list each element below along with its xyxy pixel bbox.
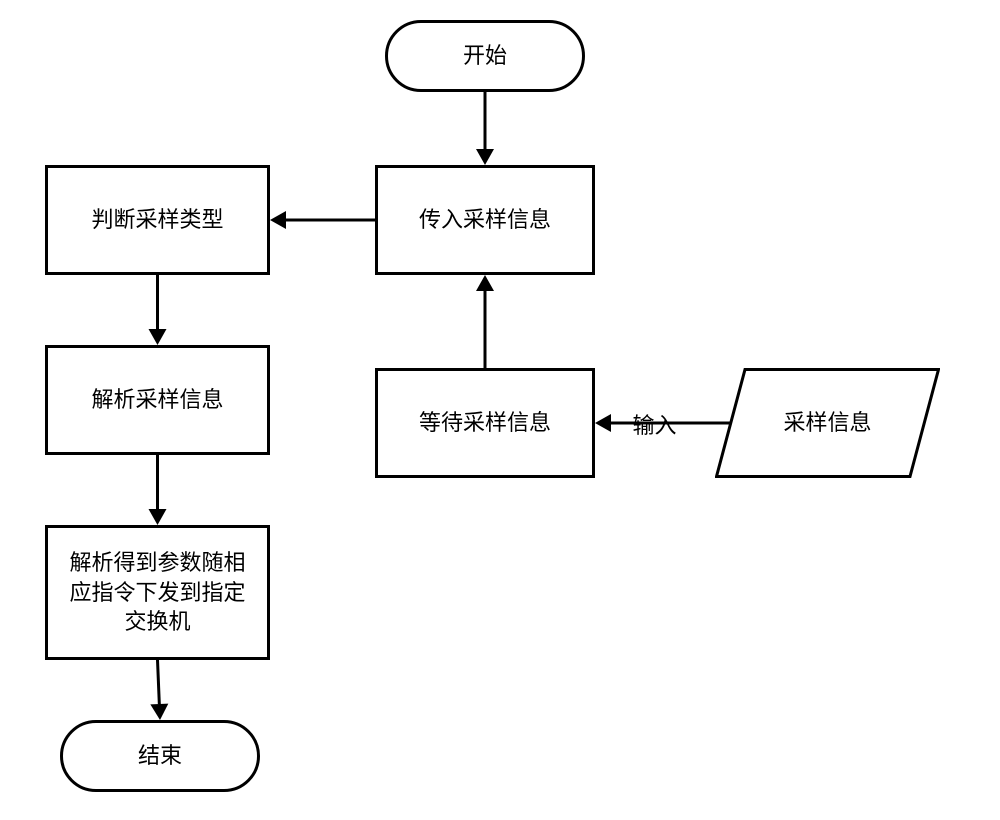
node-start-label: 开始 <box>455 37 515 75</box>
node-pass_in-label: 传入采样信息 <box>411 201 559 239</box>
edge-label-input_p-wait: 输入 <box>633 408 677 440</box>
node-send-label: 解析得到参数随相 应指令下发到指定 交换机 <box>61 544 253 641</box>
node-end: 结束 <box>60 720 260 792</box>
node-judge-label: 判断采样类型 <box>83 201 231 239</box>
node-pass_in: 传入采样信息 <box>375 165 595 275</box>
node-start: 开始 <box>385 20 585 92</box>
node-end-label: 结束 <box>130 737 190 775</box>
node-judge: 判断采样类型 <box>45 165 270 275</box>
node-parse-label: 解析采样信息 <box>83 381 231 419</box>
node-send: 解析得到参数随相 应指令下发到指定 交换机 <box>45 525 270 660</box>
node-input_p-label: 采样信息 <box>775 404 879 442</box>
node-wait-label: 等待采样信息 <box>411 404 559 442</box>
node-input_p: 采样信息 <box>715 368 940 478</box>
node-wait: 等待采样信息 <box>375 368 595 478</box>
node-parse: 解析采样信息 <box>45 345 270 455</box>
